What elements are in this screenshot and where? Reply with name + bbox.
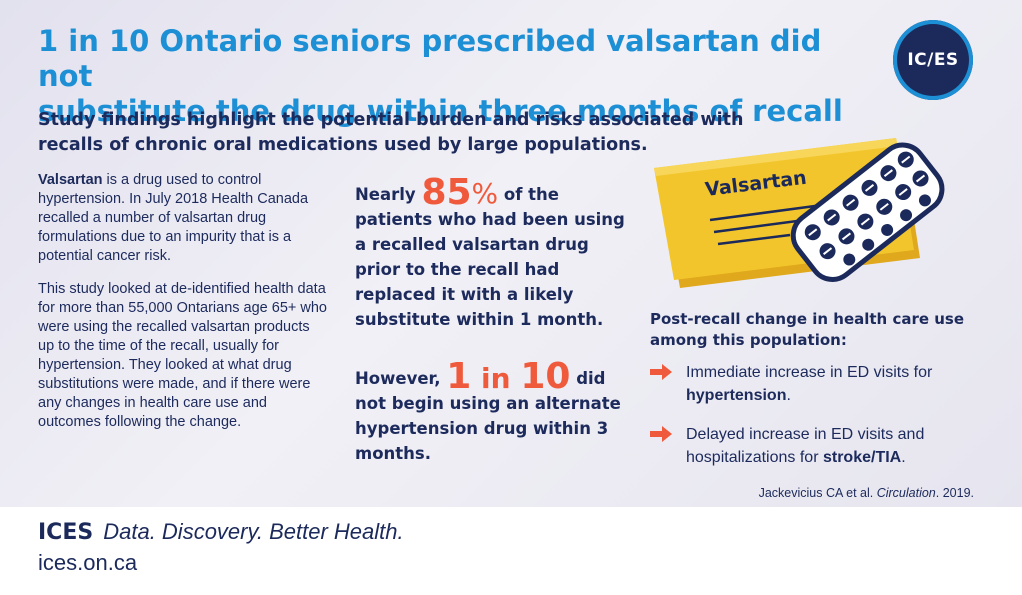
- bullet-2-bold: stroke/TIA: [822, 449, 902, 466]
- bullet-1-text: Immediate increase in ED visits for: [686, 364, 933, 381]
- citation: Jackevicius CA et al. Circulation. 2019.: [759, 486, 974, 500]
- footer-tagline: Data. Discovery. Better Health.: [103, 519, 404, 544]
- key-statistics: Nearly 85% of the patients who had been …: [355, 175, 625, 466]
- stat1-text: of the patients who had been using a rec…: [355, 185, 625, 329]
- bullet-1-bold: hypertension: [686, 387, 787, 404]
- bullet-hypertension: Immediate increase in ED visits for hype…: [650, 361, 990, 407]
- background-paragraph-1-text: is a drug used to control hypertension. …: [38, 172, 309, 264]
- stat2-in: in: [471, 362, 521, 395]
- citation-authors: Jackevicius CA et al.: [758, 486, 877, 500]
- logo-text: IC/ES: [907, 50, 959, 70]
- stat1-percent-sign: %: [471, 177, 499, 210]
- infographic-panel: 1 in 10 Ontario seniors prescribed valsa…: [0, 0, 1022, 507]
- medication-box-illustration: Valsartan: [654, 138, 945, 288]
- stat-85-percent: Nearly 85% of the patients who had been …: [355, 175, 625, 332]
- footer-brand: ICES Data. Discovery. Better Health.: [38, 519, 404, 545]
- bullet-1-tail: .: [786, 387, 791, 404]
- ices-logo: IC/ES: [893, 20, 973, 100]
- stat2-prefix: However,: [355, 369, 447, 388]
- footer: ICES Data. Discovery. Better Health. ices…: [0, 507, 1022, 595]
- background-text: Valsartan is a drug used to control hype…: [38, 171, 328, 446]
- stat2-number-1: 1: [446, 356, 472, 397]
- bullet-2-tail: .: [901, 449, 906, 466]
- post-recall-changes: Post-recall change in health care use am…: [650, 309, 990, 485]
- bullet-stroke: Delayed increase in ED visits and hospit…: [650, 423, 990, 469]
- footer-brand-name: ICES: [38, 520, 94, 545]
- stat2-text: did not begin using an alternate hyperte…: [355, 369, 621, 463]
- title-line-1: 1 in 10 Ontario seniors prescribed valsa…: [38, 24, 822, 93]
- page-title: 1 in 10 Ontario seniors prescribed valsa…: [38, 24, 858, 129]
- background-paragraph-1: Valsartan is a drug used to control hype…: [38, 171, 328, 266]
- citation-year: . 2019.: [935, 486, 974, 500]
- post-recall-heading: Post-recall change in health care use am…: [650, 310, 965, 349]
- arrow-right-icon: [650, 426, 672, 442]
- subtitle-line-1: Study findings highlight the potential b…: [38, 110, 744, 130]
- title-line-2: substitute the drug within three months …: [38, 94, 843, 128]
- stat2-number-10: 10: [520, 356, 571, 397]
- footer-url[interactable]: ices.on.ca: [38, 550, 138, 575]
- valsartan-term: Valsartan: [38, 172, 103, 188]
- arrow-right-icon: [650, 364, 672, 380]
- subtitle: Study findings highlight the potential b…: [38, 108, 778, 158]
- stat1-prefix: Nearly: [355, 185, 422, 204]
- subtitle-line-2: recalls of chronic oral medications used…: [38, 135, 648, 155]
- blister-pack-icon: [790, 142, 945, 282]
- stat1-number: 85: [421, 172, 472, 213]
- bullet-2-text: Delayed increase in ED visits and hospit…: [686, 426, 925, 466]
- citation-journal: Circulation: [876, 486, 936, 500]
- stat-1-in-10: However, 1 in 10 did not begin using an …: [355, 359, 625, 466]
- background-paragraph-2: This study looked at de-identified healt…: [38, 281, 327, 430]
